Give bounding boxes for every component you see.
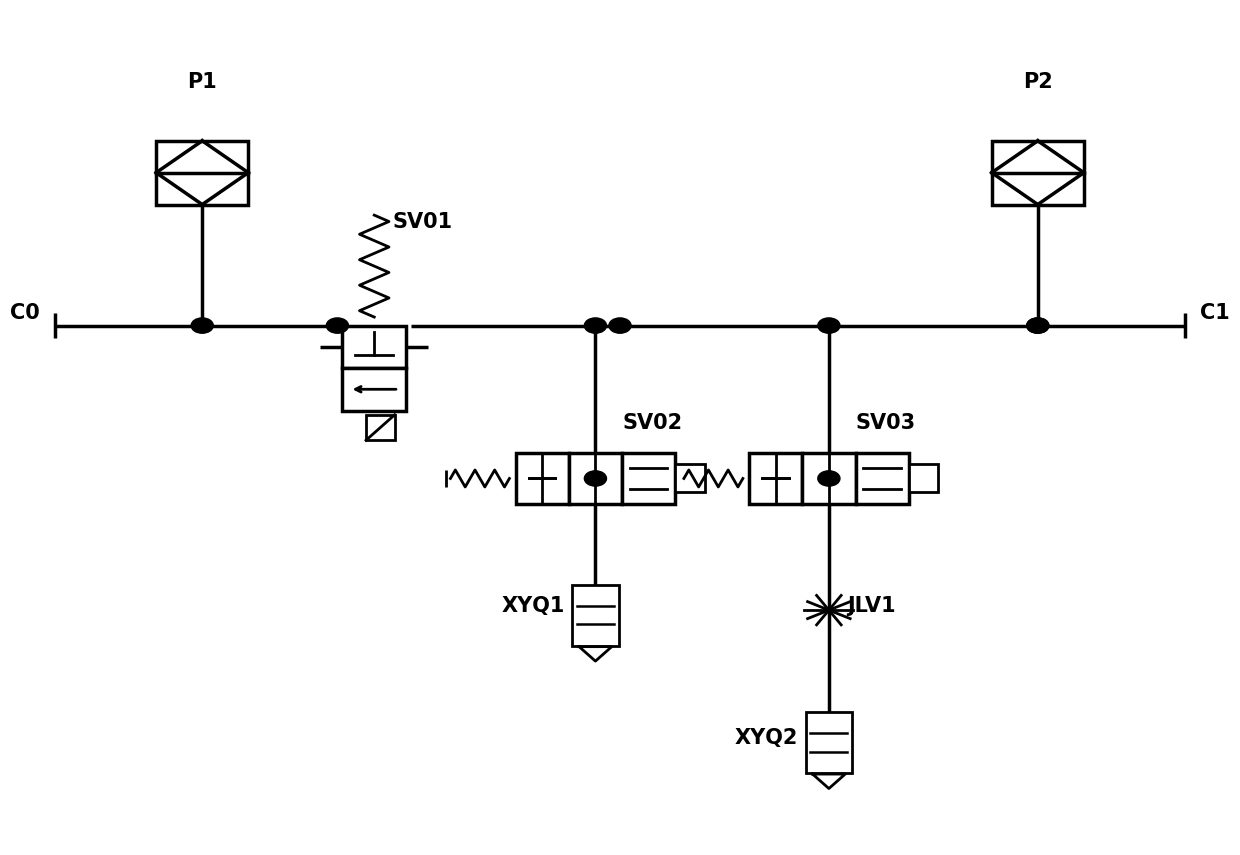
Circle shape: [326, 318, 348, 333]
Polygon shape: [812, 774, 846, 788]
Circle shape: [609, 318, 631, 333]
Bar: [622, 453, 676, 504]
Bar: [572, 585, 619, 646]
Bar: [342, 326, 407, 368]
Bar: [802, 453, 856, 504]
Bar: [156, 141, 248, 204]
Text: P1: P1: [187, 72, 217, 92]
Bar: [569, 453, 622, 504]
Polygon shape: [579, 646, 611, 661]
Circle shape: [584, 471, 606, 486]
Bar: [992, 141, 1084, 204]
Text: SV03: SV03: [856, 414, 916, 433]
Bar: [909, 464, 937, 492]
Text: P2: P2: [1023, 72, 1053, 92]
Text: C1: C1: [1200, 303, 1230, 323]
Text: SV01: SV01: [393, 212, 453, 232]
Circle shape: [191, 318, 213, 333]
Bar: [516, 453, 569, 504]
Circle shape: [818, 471, 839, 486]
Bar: [366, 415, 394, 440]
Bar: [856, 453, 909, 504]
Bar: [342, 368, 407, 410]
Circle shape: [1027, 318, 1049, 333]
Bar: [676, 464, 704, 492]
Text: XYQ2: XYQ2: [735, 728, 799, 747]
Text: SV02: SV02: [622, 414, 682, 433]
Text: XYQ1: XYQ1: [501, 596, 564, 616]
Circle shape: [1027, 318, 1049, 333]
Text: JLV1: JLV1: [847, 596, 897, 616]
Text: C0: C0: [10, 303, 40, 323]
Circle shape: [818, 318, 839, 333]
Bar: [749, 453, 802, 504]
Circle shape: [584, 318, 606, 333]
Bar: [806, 712, 852, 773]
